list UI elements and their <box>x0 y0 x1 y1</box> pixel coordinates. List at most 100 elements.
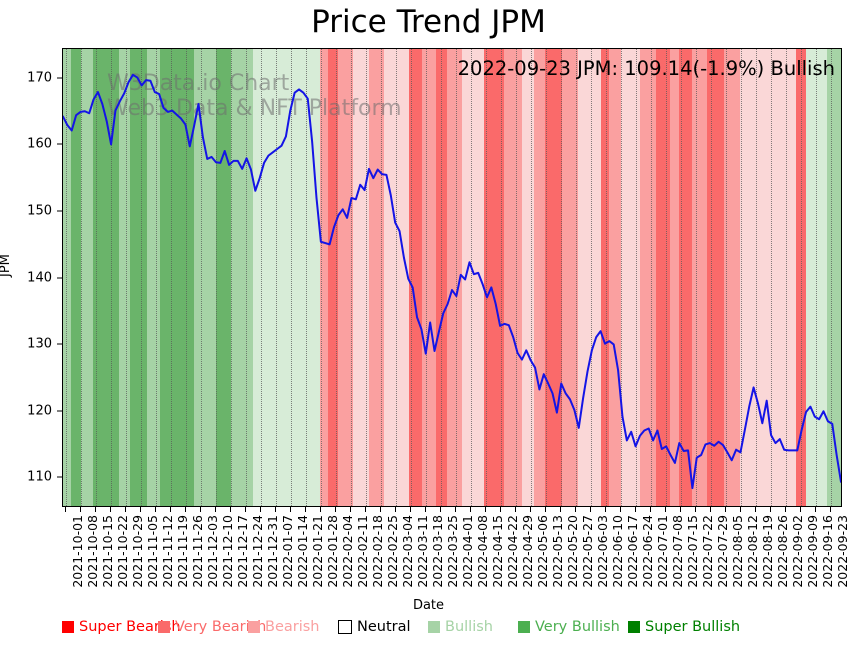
gridline-vertical <box>471 49 472 506</box>
x-tick-mark <box>710 507 711 512</box>
x-tick-label: 2022-06-17 <box>625 515 640 588</box>
gridline-vertical <box>141 49 142 506</box>
sentiment-band-bullish <box>194 49 216 506</box>
x-tick-label: 2022-05-20 <box>565 515 580 588</box>
x-tick-mark <box>335 507 336 512</box>
x-tick-mark <box>140 507 141 512</box>
sentiment-band-slight-bearish <box>462 49 485 506</box>
x-tick-mark <box>80 507 81 512</box>
sentiment-band-very-bearish <box>328 49 338 506</box>
gridline-vertical <box>231 49 232 506</box>
sentiment-band-very-bearish <box>679 49 692 506</box>
x-tick-label: 2022-08-05 <box>730 515 745 588</box>
gridline-vertical <box>486 49 487 506</box>
sentiment-band-very-bullish <box>70 49 81 506</box>
x-tick-label: 2021-11-19 <box>175 515 190 588</box>
gridline-vertical <box>411 49 412 506</box>
gridline-vertical <box>771 49 772 506</box>
y-axis: 110 120 130 140 150 160 170 <box>0 48 62 507</box>
x-tick-label: 2022-07-15 <box>685 515 700 588</box>
gridline-vertical <box>186 49 187 506</box>
x-tick-mark <box>410 507 411 512</box>
gridline-vertical <box>156 49 157 506</box>
x-tick-label: 2022-07-01 <box>655 515 670 588</box>
x-tick-label: 2022-05-06 <box>535 515 550 588</box>
sentiment-band-bearish <box>691 49 708 506</box>
gridline-vertical <box>426 49 427 506</box>
gridline-vertical <box>546 49 547 506</box>
x-tick-mark <box>110 507 111 512</box>
y-tick-label: 170 <box>27 70 52 86</box>
gridline-vertical <box>651 49 652 506</box>
x-tick-label: 2022-07-29 <box>715 515 730 588</box>
sentiment-band-bearish <box>562 49 578 506</box>
legend-swatch-icon <box>248 621 260 633</box>
legend-item-bullish[interactable]: Bullish <box>428 619 493 635</box>
x-tick-label: 2022-02-25 <box>385 515 400 588</box>
x-tick-mark <box>185 507 186 512</box>
legend-item-bearish[interactable]: Bearish <box>248 619 320 635</box>
x-tick-mark <box>470 507 471 512</box>
x-tick-mark <box>620 507 621 512</box>
gridline-vertical <box>816 49 817 506</box>
x-tick-label: 2022-02-18 <box>370 515 385 588</box>
gridline-vertical <box>576 49 577 506</box>
x-tick-mark <box>230 507 231 512</box>
sentiment-band-bullish <box>827 49 841 506</box>
sentiment-band-bearish <box>609 49 621 506</box>
sentiment-band-bearish <box>534 49 546 506</box>
legend-label: Very Bearish <box>175 619 267 635</box>
x-tick-label: 2021-12-17 <box>235 515 250 588</box>
x-tick-mark <box>260 507 261 512</box>
x-tick-mark <box>155 507 156 512</box>
y-tick-label: 140 <box>27 270 52 285</box>
y-tick-mark <box>57 143 62 145</box>
gridline-vertical <box>291 49 292 506</box>
sentiment-band-slight-bearish <box>521 49 535 506</box>
legend-label: Bullish <box>445 619 493 635</box>
legend-item-super-bullish[interactable]: Super Bullish <box>628 619 740 635</box>
x-tick-label: 2022-01-21 <box>310 515 325 588</box>
gridline-vertical <box>741 49 742 506</box>
sentiment-band-bearish <box>724 49 741 506</box>
x-tick-mark <box>380 507 381 512</box>
x-tick-label: 2022-08-12 <box>745 515 760 588</box>
sentiment-band-very-bearish <box>409 49 422 506</box>
x-tick-label: 2022-01-28 <box>325 515 340 588</box>
x-tick-mark <box>350 507 351 512</box>
legend-item-super-bearish[interactable]: Super Bearish <box>62 619 181 635</box>
x-axis: 2021-10-01 2021-10-08 2021-10-15 2021-10-22… <box>62 507 850 599</box>
gridline-vertical <box>381 49 382 506</box>
gridlines-layer <box>63 49 841 506</box>
price-annotation: 2022-09-23 JPM: 109.14(-1.9%) Bullish <box>457 57 835 80</box>
page-title: Price Trend JPM <box>311 4 546 40</box>
gridline-vertical <box>396 49 397 506</box>
gridline-vertical <box>276 49 277 506</box>
gridline-vertical <box>96 49 97 506</box>
x-tick-label: 2022-04-22 <box>505 515 520 588</box>
x-tick-mark <box>815 507 816 512</box>
x-tick-label: 2021-10-29 <box>130 515 145 588</box>
legend-item-very-bullish[interactable]: Very Bullish <box>518 619 620 635</box>
x-tick-label: 2022-07-22 <box>700 515 715 588</box>
x-tick-mark <box>830 507 831 512</box>
legend-item-very-bearish[interactable]: Very Bearish <box>158 619 266 635</box>
plot-area[interactable]: W3Data.io Chart Web3 Data & NFT Platform… <box>62 48 842 507</box>
gridline-vertical <box>126 49 127 506</box>
x-tick-label: 2021-12-24 <box>250 515 265 588</box>
x-tick-label: 2022-03-18 <box>430 515 445 588</box>
x-tick-label: 2021-10-15 <box>100 515 115 588</box>
legend-item-neutral[interactable]: Neutral <box>338 619 411 635</box>
x-tick-mark <box>695 507 696 512</box>
x-tick-label: 2022-01-14 <box>295 515 310 588</box>
x-tick-label: 2022-06-24 <box>640 515 655 588</box>
x-tick-mark <box>200 507 201 512</box>
y-tick-mark <box>57 277 62 278</box>
legend-label: Bearish <box>265 619 320 635</box>
x-tick-label: 2021-11-26 <box>190 515 205 588</box>
gridline-vertical <box>456 49 457 506</box>
gridline-vertical <box>801 49 802 506</box>
legend-swatch-icon <box>62 621 74 633</box>
x-tick-label: 2022-03-11 <box>415 515 430 588</box>
